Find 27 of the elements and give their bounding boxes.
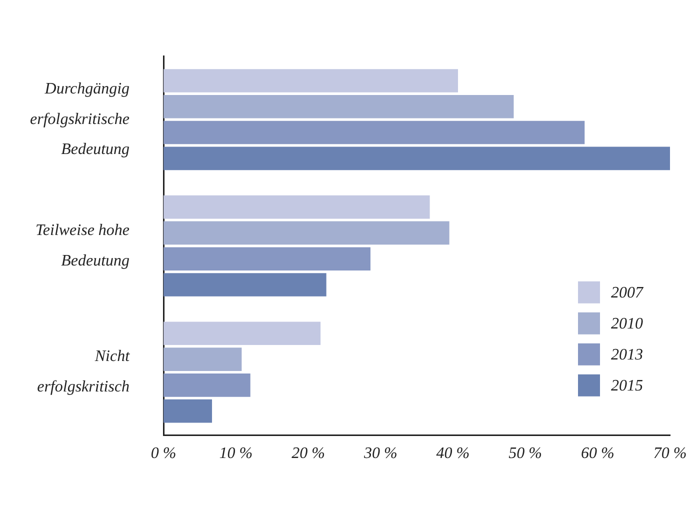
bar — [164, 348, 242, 371]
x-tick-label: 60 % — [580, 445, 614, 462]
y-tick-label: Teilweise hohe Bedeutung — [35, 222, 130, 270]
legend-label: 2013 — [611, 346, 643, 364]
x-tick-label: 70 % — [653, 445, 687, 462]
bar — [164, 221, 450, 245]
x-tick-label: 50 % — [508, 445, 542, 462]
legend-label: 2007 — [611, 284, 644, 302]
bar — [164, 399, 212, 423]
bar — [164, 94, 514, 118]
bar — [164, 273, 326, 296]
x-tick-label: 20 % — [292, 445, 325, 462]
bar — [164, 69, 458, 92]
legend-label: 2010 — [611, 316, 643, 333]
bar — [164, 247, 370, 271]
bar — [164, 195, 430, 219]
bar — [164, 120, 585, 144]
y-tick-label: Nicht erfolgskritisch — [37, 348, 130, 396]
x-tick-label: 40 % — [436, 445, 470, 462]
x-tick-label: 0 % — [150, 445, 176, 462]
bar — [164, 146, 670, 170]
bar — [164, 374, 250, 397]
x-tick-label: 30 % — [362, 445, 398, 462]
legend-label: 2015 — [611, 378, 643, 395]
x-tick-label: 10 % — [219, 445, 253, 462]
y-tick-label: Durchgängig erfolgskritische Bedeutung — [30, 80, 130, 158]
bar — [164, 322, 321, 346]
